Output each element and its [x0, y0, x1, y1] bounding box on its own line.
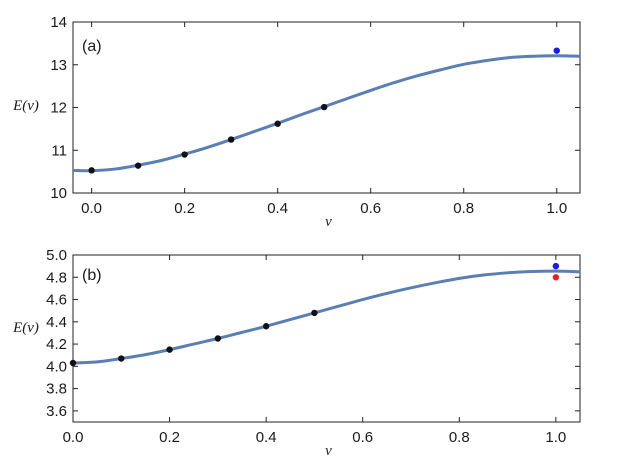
- chart-panel-b: 0.0 0.2 0.4 0.6 0.8 1.0 3.6 3.8 4.0 4.2 4.4 4.6 4.8 5…: [12, 247, 581, 459]
- y-tick-label: 11: [51, 142, 67, 159]
- y-tick-label: 4.2: [46, 336, 67, 353]
- x-tick-label: 0.4: [267, 200, 288, 217]
- x-axis-label: ν: [325, 443, 332, 459]
- data-point: [227, 136, 235, 143]
- data-point: [274, 120, 281, 127]
- y-tick-label: 3.6: [46, 403, 67, 420]
- data-point: [214, 335, 222, 342]
- fit-curve: [73, 269, 580, 365]
- y-tick-label: 4.0: [46, 358, 67, 375]
- y-tick-label: 3.8: [46, 381, 67, 398]
- data-point: [166, 346, 173, 353]
- plot-frame: [72, 254, 581, 423]
- data-point: [552, 262, 560, 270]
- x-tick-label: 1.0: [545, 429, 566, 446]
- data-point: [69, 359, 77, 367]
- y-tick-label: 4.6: [46, 292, 67, 309]
- data-point: [311, 309, 318, 317]
- y-axis-label: E(ν): [12, 98, 39, 114]
- y-tick-label: 13: [50, 57, 67, 74]
- panel-label: (a): [82, 38, 102, 55]
- data-point: [118, 355, 125, 362]
- y-tick-label: 12: [50, 100, 67, 117]
- x-tick-label: 0.0: [63, 429, 84, 446]
- y-tick-label: 4.4: [46, 314, 67, 331]
- x-tick-label: 0.8: [453, 200, 474, 217]
- x-tick-label: 0.8: [449, 429, 470, 446]
- x-tick-label: 0.2: [159, 429, 180, 446]
- x-tick-label: 1.0: [546, 200, 567, 217]
- data-point: [134, 162, 142, 169]
- data-point: [181, 151, 188, 158]
- x-tick-label: 0.6: [360, 200, 381, 217]
- x-tick-label: 0.0: [81, 200, 102, 217]
- x-axis-label: ν: [325, 214, 332, 230]
- y-tick-label: 4.8: [46, 269, 67, 286]
- y-tick-label: 5.0: [46, 247, 67, 264]
- x-tick-label: 0.4: [256, 429, 277, 446]
- x-tick-label: 0.2: [174, 200, 195, 217]
- fit-curve: [73, 54, 580, 173]
- y-axis-label: E(ν): [12, 320, 39, 336]
- data-point: [88, 167, 95, 174]
- data-point: [320, 103, 328, 111]
- panel-label: (b): [82, 267, 102, 284]
- data-point: [552, 274, 560, 281]
- chart-panel-a: 0.0 0.2 0.4 0.6 0.8 1.0 10 11 12 13 14 E(ν) ν (a): [12, 14, 581, 230]
- y-tick-label: 14: [50, 14, 67, 31]
- data-point: [553, 47, 560, 54]
- x-tick-label: 0.6: [352, 429, 373, 446]
- y-tick-label: 10: [50, 185, 67, 202]
- data-point: [262, 323, 270, 330]
